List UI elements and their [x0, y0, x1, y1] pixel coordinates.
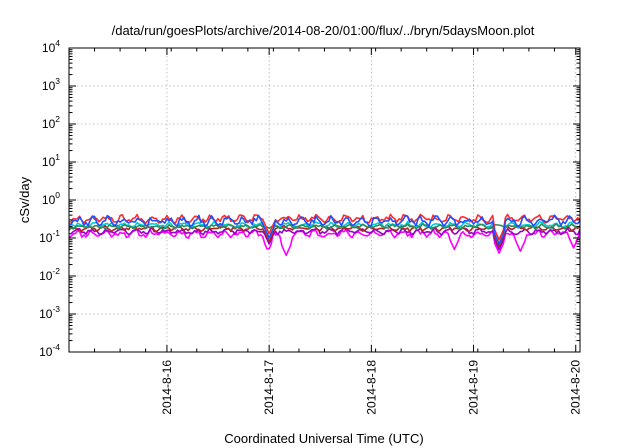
series-line	[68, 214, 581, 245]
series-line	[68, 226, 581, 251]
x-tick-label: 2014-8-17	[262, 360, 276, 415]
y-tick-label: 10-2	[39, 266, 60, 283]
y-tick-label: 104	[42, 38, 60, 55]
chart-title: /data/run/goesPlots/archive/2014-08-20/0…	[112, 23, 535, 38]
series-line	[68, 228, 581, 257]
y-tick-label: 103	[42, 76, 60, 93]
axis-ticks	[68, 47, 581, 353]
grid-lines	[69, 48, 580, 352]
tick-labels: 10-4 10-3 10-2 10-1 100 101 102 103 104 2014-8-16…	[39, 38, 583, 415]
x-tick-label: 2014-8-20	[569, 360, 583, 415]
x-tick-label: 2014-8-19	[467, 360, 481, 415]
data-series	[68, 213, 581, 257]
y-axis-label: cSv/day	[17, 176, 32, 223]
x-tick-label: 2014-8-18	[364, 360, 378, 415]
y-tick-label: 10-3	[39, 304, 60, 321]
y-tick-label: 10-1	[39, 228, 60, 245]
y-tick-label: 100	[42, 190, 60, 207]
x-tick-label: 2014-8-16	[160, 360, 174, 415]
x-axis-label: Coordinated Universal Time (UTC)	[224, 431, 423, 446]
y-tick-label: 10-4	[39, 342, 60, 359]
y-tick-label: 101	[42, 152, 60, 169]
y-tick-label: 102	[42, 114, 60, 131]
